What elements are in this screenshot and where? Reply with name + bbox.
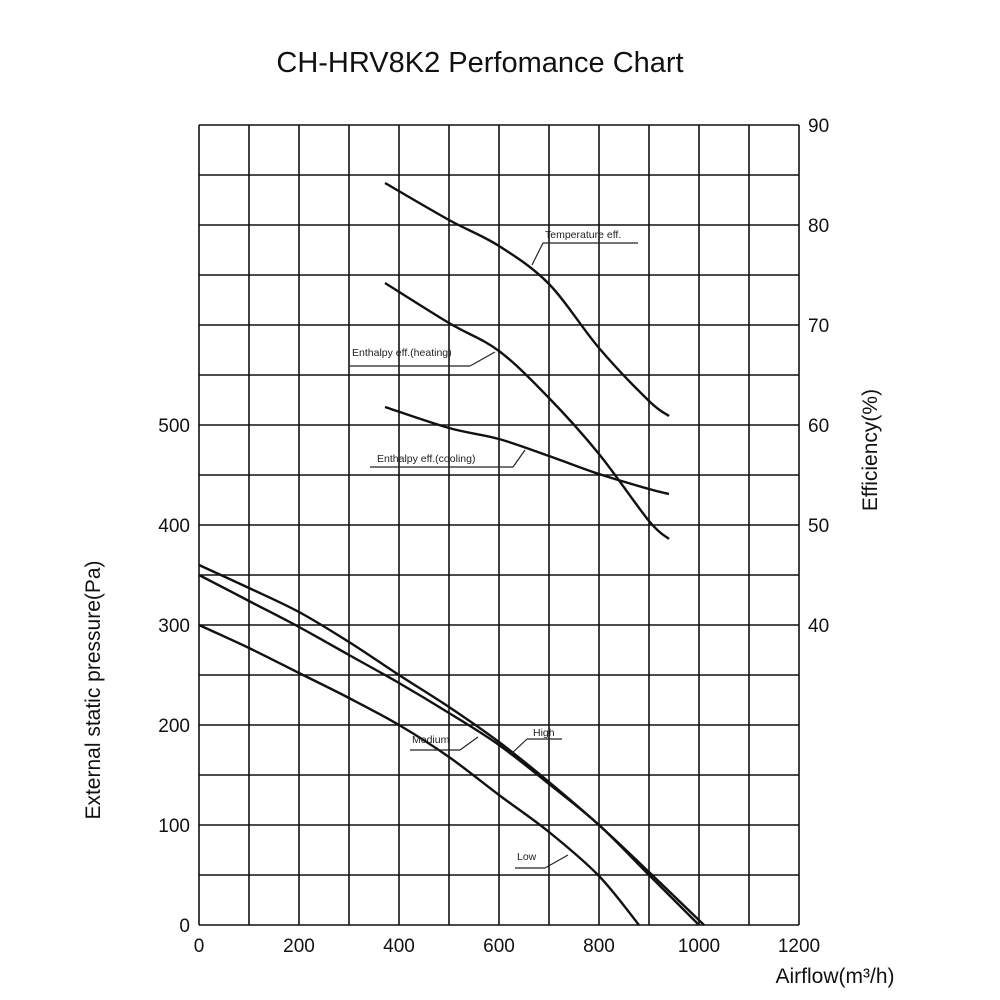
x-tick-label: 200 <box>283 936 315 957</box>
series-label: Enthalpy eff.(cooling) <box>377 453 475 465</box>
series-label: Low <box>517 851 537 863</box>
series-label: High <box>533 727 555 739</box>
y-tick-label-left: 400 <box>158 516 190 537</box>
x-axis-label: Airflow(m³/h) <box>776 965 895 988</box>
series-annotations: Temperature eff. Enthalpy eff.(heating) En… <box>350 229 638 869</box>
y-axis-label-left: External static pressure(Pa) <box>82 560 105 819</box>
series-lines <box>198 181 705 926</box>
label-leader-line <box>459 736 479 751</box>
series-label: Medium <box>412 734 450 746</box>
label-leader-line <box>469 351 496 367</box>
label-leader-line <box>531 242 544 266</box>
tick-labels: 0 200 400 600 800 1000 1200 0 100 200 300 400 500 40 5… <box>158 116 829 957</box>
label-leader-line <box>509 738 528 756</box>
series-line-enthalpy-eff-cooling- <box>384 405 670 496</box>
series-label: Temperature eff. <box>545 229 621 241</box>
x-tick-label: 1000 <box>678 936 720 957</box>
label-leader-line <box>512 449 526 468</box>
y-axis-label-right: Efficiency(%) <box>859 389 882 511</box>
y-tick-label-right: 70 <box>808 316 829 337</box>
y-tick-label-right: 60 <box>808 416 829 437</box>
x-tick-label: 1200 <box>778 936 820 957</box>
x-tick-label: 800 <box>583 936 615 957</box>
y-tick-label-right: 80 <box>808 216 829 237</box>
y-tick-label-right: 50 <box>808 516 829 537</box>
y-tick-label-left: 100 <box>158 816 190 837</box>
series-line-enthalpy-eff-heating- <box>384 281 670 540</box>
y-tick-label-right: 40 <box>808 616 829 637</box>
series-line-temperature-eff- <box>384 181 670 417</box>
x-tick-label: 600 <box>483 936 515 957</box>
y-tick-label-left: 500 <box>158 416 190 437</box>
series-line-low <box>198 623 640 926</box>
x-tick-label: 0 <box>194 936 205 957</box>
y-tick-label-left: 300 <box>158 616 190 637</box>
series-line-high <box>198 563 705 926</box>
label-leader-line <box>544 854 569 869</box>
series-line-medium <box>198 573 700 926</box>
chart-title: CH-HRV8K2 Perfomance Chart <box>276 47 683 79</box>
series-label: Enthalpy eff.(heating) <box>352 347 452 359</box>
y-tick-label-left: 200 <box>158 716 190 737</box>
y-tick-label-right: 90 <box>808 116 829 137</box>
x-tick-label: 400 <box>383 936 415 957</box>
y-tick-label-left: 0 <box>179 916 190 937</box>
